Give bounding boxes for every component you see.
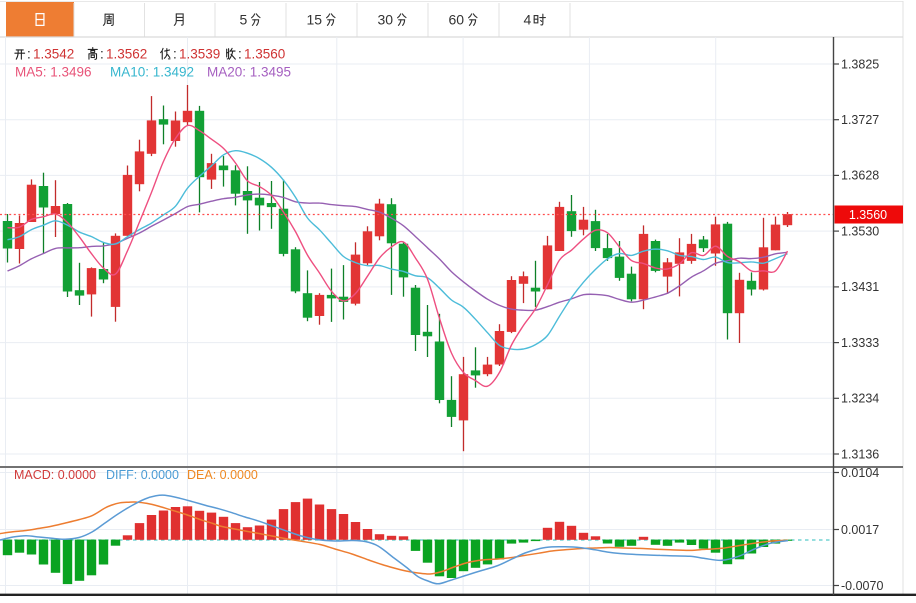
svg-text:1.3560: 1.3560 xyxy=(244,47,285,62)
svg-text:1.3136: 1.3136 xyxy=(841,447,879,461)
svg-text:MACD: 0.0000: MACD: 0.0000 xyxy=(14,468,96,482)
svg-text:1.3539: 1.3539 xyxy=(179,47,220,62)
svg-text:1.3542: 1.3542 xyxy=(33,47,74,62)
svg-text:1.3234: 1.3234 xyxy=(841,392,879,406)
svg-text:5: 5 xyxy=(240,12,248,28)
svg-text:DIFF: 0.0000: DIFF: 0.0000 xyxy=(106,468,179,482)
svg-text:1.3560: 1.3560 xyxy=(849,208,887,222)
svg-text:60: 60 xyxy=(449,12,465,28)
svg-text:1.3628: 1.3628 xyxy=(841,169,879,183)
svg-text:0.0017: 0.0017 xyxy=(841,523,879,537)
svg-text:MA10: 1.3492: MA10: 1.3492 xyxy=(110,65,194,80)
svg-text:MA5: 1.3496: MA5: 1.3496 xyxy=(15,65,92,80)
svg-text:1.3431: 1.3431 xyxy=(841,280,879,294)
svg-text:1.3727: 1.3727 xyxy=(841,113,879,127)
svg-text:4: 4 xyxy=(524,12,532,28)
svg-text::: : xyxy=(100,47,104,62)
svg-text:15: 15 xyxy=(307,12,323,28)
svg-text:DEA: 0.0000: DEA: 0.0000 xyxy=(187,468,258,482)
svg-text::: : xyxy=(27,47,31,62)
svg-text:30: 30 xyxy=(378,12,394,28)
svg-text:1.3562: 1.3562 xyxy=(106,47,147,62)
svg-text::: : xyxy=(238,47,242,62)
svg-text:-0.0070: -0.0070 xyxy=(841,579,883,593)
svg-text:0.0104: 0.0104 xyxy=(841,466,879,480)
svg-text:1.3333: 1.3333 xyxy=(841,336,879,350)
svg-text::: : xyxy=(173,47,177,62)
svg-text:1.3530: 1.3530 xyxy=(841,224,879,238)
svg-text:1.3825: 1.3825 xyxy=(841,57,879,71)
svg-text:MA20: 1.3495: MA20: 1.3495 xyxy=(207,65,291,80)
